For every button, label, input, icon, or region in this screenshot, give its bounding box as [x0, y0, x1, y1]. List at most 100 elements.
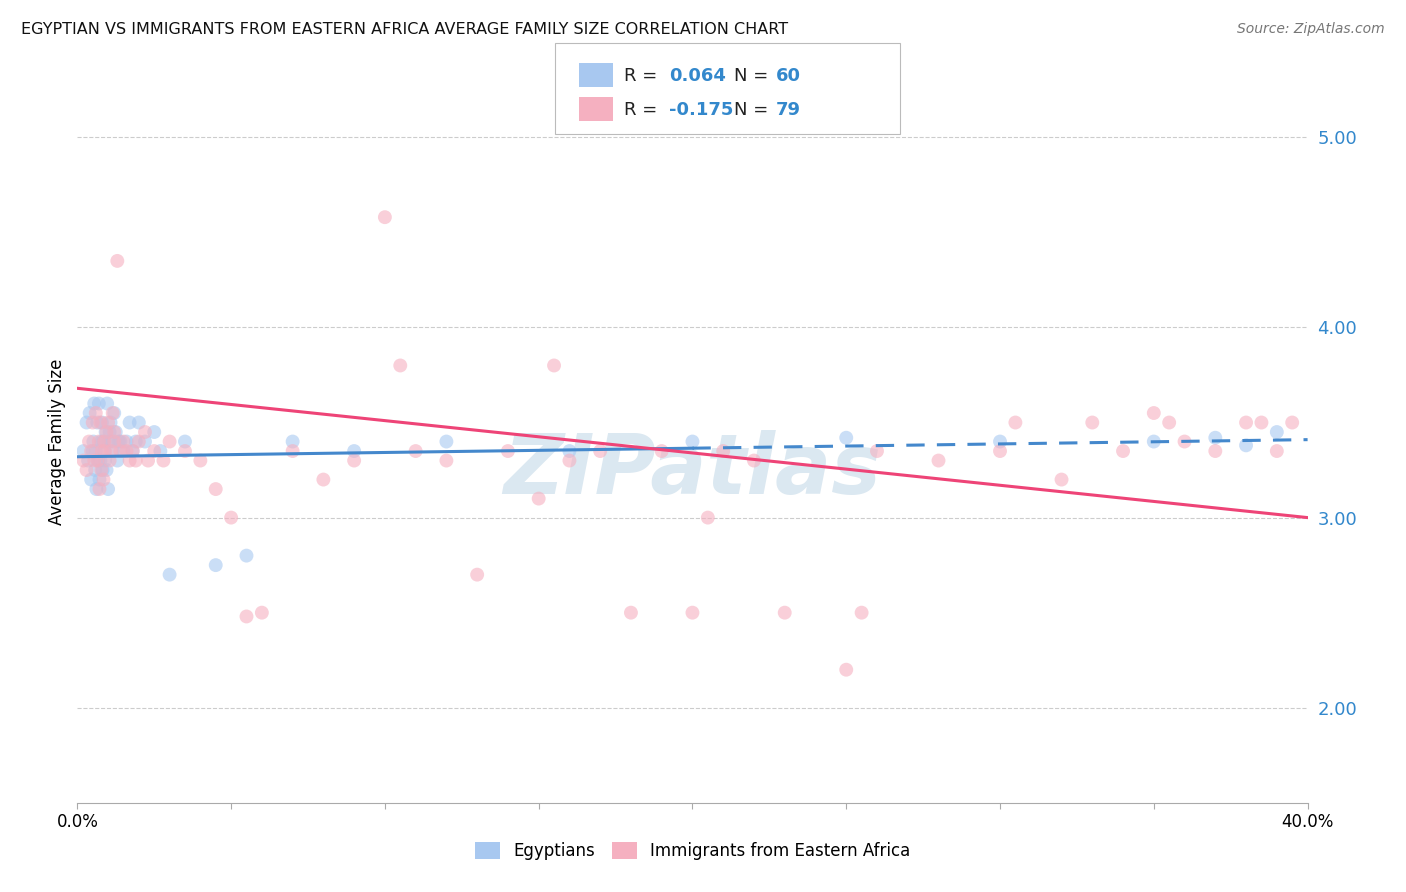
Point: [374, 210, 396, 224]
Legend: Egyptians, Immigrants from Eastern Africa: Egyptians, Immigrants from Eastern Afric…: [468, 835, 917, 867]
Point: [80, 473, 103, 487]
Point: [94, 425, 117, 439]
Point: [93, 434, 115, 449]
Point: [101, 406, 124, 420]
Point: [1143, 406, 1166, 420]
Point: [159, 434, 181, 449]
Point: [82, 434, 104, 449]
Point: [1174, 434, 1197, 449]
Point: [82, 444, 104, 458]
Point: [76, 416, 98, 430]
Point: [343, 444, 366, 458]
Point: [696, 510, 718, 524]
Point: [1081, 416, 1104, 430]
Text: R =: R =: [624, 67, 664, 85]
Point: [89, 473, 111, 487]
Point: [84, 406, 107, 420]
Text: N =: N =: [734, 67, 773, 85]
Point: [281, 444, 304, 458]
Point: [89, 482, 111, 496]
Text: 60: 60: [776, 67, 801, 85]
Point: [118, 453, 141, 467]
Point: [103, 406, 125, 420]
Point: [866, 444, 889, 458]
Point: [143, 425, 166, 439]
Point: [100, 434, 122, 449]
Point: [83, 453, 105, 467]
Text: EGYPTIAN VS IMMIGRANTS FROM EASTERN AFRICA AVERAGE FAMILY SIZE CORRELATION CHART: EGYPTIAN VS IMMIGRANTS FROM EASTERN AFRI…: [21, 22, 789, 37]
Point: [87, 434, 110, 449]
Point: [84, 444, 107, 458]
Point: [96, 463, 118, 477]
Point: [773, 606, 796, 620]
Point: [108, 434, 131, 449]
Point: [134, 425, 156, 439]
Point: [851, 606, 873, 620]
Point: [110, 434, 132, 449]
Point: [86, 453, 108, 467]
Text: N =: N =: [734, 101, 773, 119]
Point: [742, 453, 765, 467]
Point: [1250, 416, 1272, 430]
Point: [128, 434, 150, 449]
Point: [112, 444, 135, 458]
Point: [1234, 438, 1257, 452]
Point: [620, 606, 643, 620]
Point: [96, 396, 118, 410]
Point: [928, 453, 950, 467]
Point: [389, 359, 412, 373]
Point: [1265, 425, 1288, 439]
Point: [496, 444, 519, 458]
Point: [84, 463, 107, 477]
Point: [405, 444, 427, 458]
Point: [1281, 416, 1303, 430]
Point: [1050, 473, 1073, 487]
Point: [103, 434, 125, 449]
Point: [152, 453, 174, 467]
Point: [72, 444, 94, 458]
Point: [204, 482, 226, 496]
Point: [97, 434, 120, 449]
Point: [988, 444, 1011, 458]
Point: [682, 434, 704, 449]
Point: [76, 463, 98, 477]
Point: [87, 396, 110, 410]
Text: 0.064: 0.064: [669, 67, 725, 85]
Point: [101, 444, 124, 458]
Point: [343, 453, 366, 467]
Point: [97, 416, 120, 430]
Point: [174, 434, 197, 449]
Point: [90, 434, 112, 449]
Point: [100, 444, 122, 458]
Point: [558, 444, 581, 458]
Point: [118, 416, 141, 430]
Point: [149, 444, 172, 458]
Point: [1143, 434, 1166, 449]
Text: 79: 79: [776, 101, 801, 119]
Text: ZIPatlas: ZIPatlas: [503, 430, 882, 511]
Point: [1265, 444, 1288, 458]
Point: [1159, 416, 1181, 430]
Point: [682, 606, 704, 620]
Point: [589, 444, 612, 458]
Point: [121, 444, 143, 458]
Point: [159, 567, 181, 582]
Point: [87, 453, 110, 467]
Point: [79, 406, 101, 420]
Point: [250, 606, 273, 620]
Point: [93, 444, 115, 458]
Point: [82, 416, 104, 430]
Point: [94, 453, 117, 467]
Point: [527, 491, 550, 506]
Point: [100, 416, 122, 430]
Point: [835, 663, 858, 677]
Point: [90, 416, 114, 430]
Point: [86, 482, 108, 496]
Point: [110, 444, 132, 458]
Point: [312, 473, 335, 487]
Text: R =: R =: [624, 101, 664, 119]
Point: [436, 453, 458, 467]
Point: [543, 359, 565, 373]
Point: [235, 549, 257, 563]
Point: [988, 434, 1011, 449]
